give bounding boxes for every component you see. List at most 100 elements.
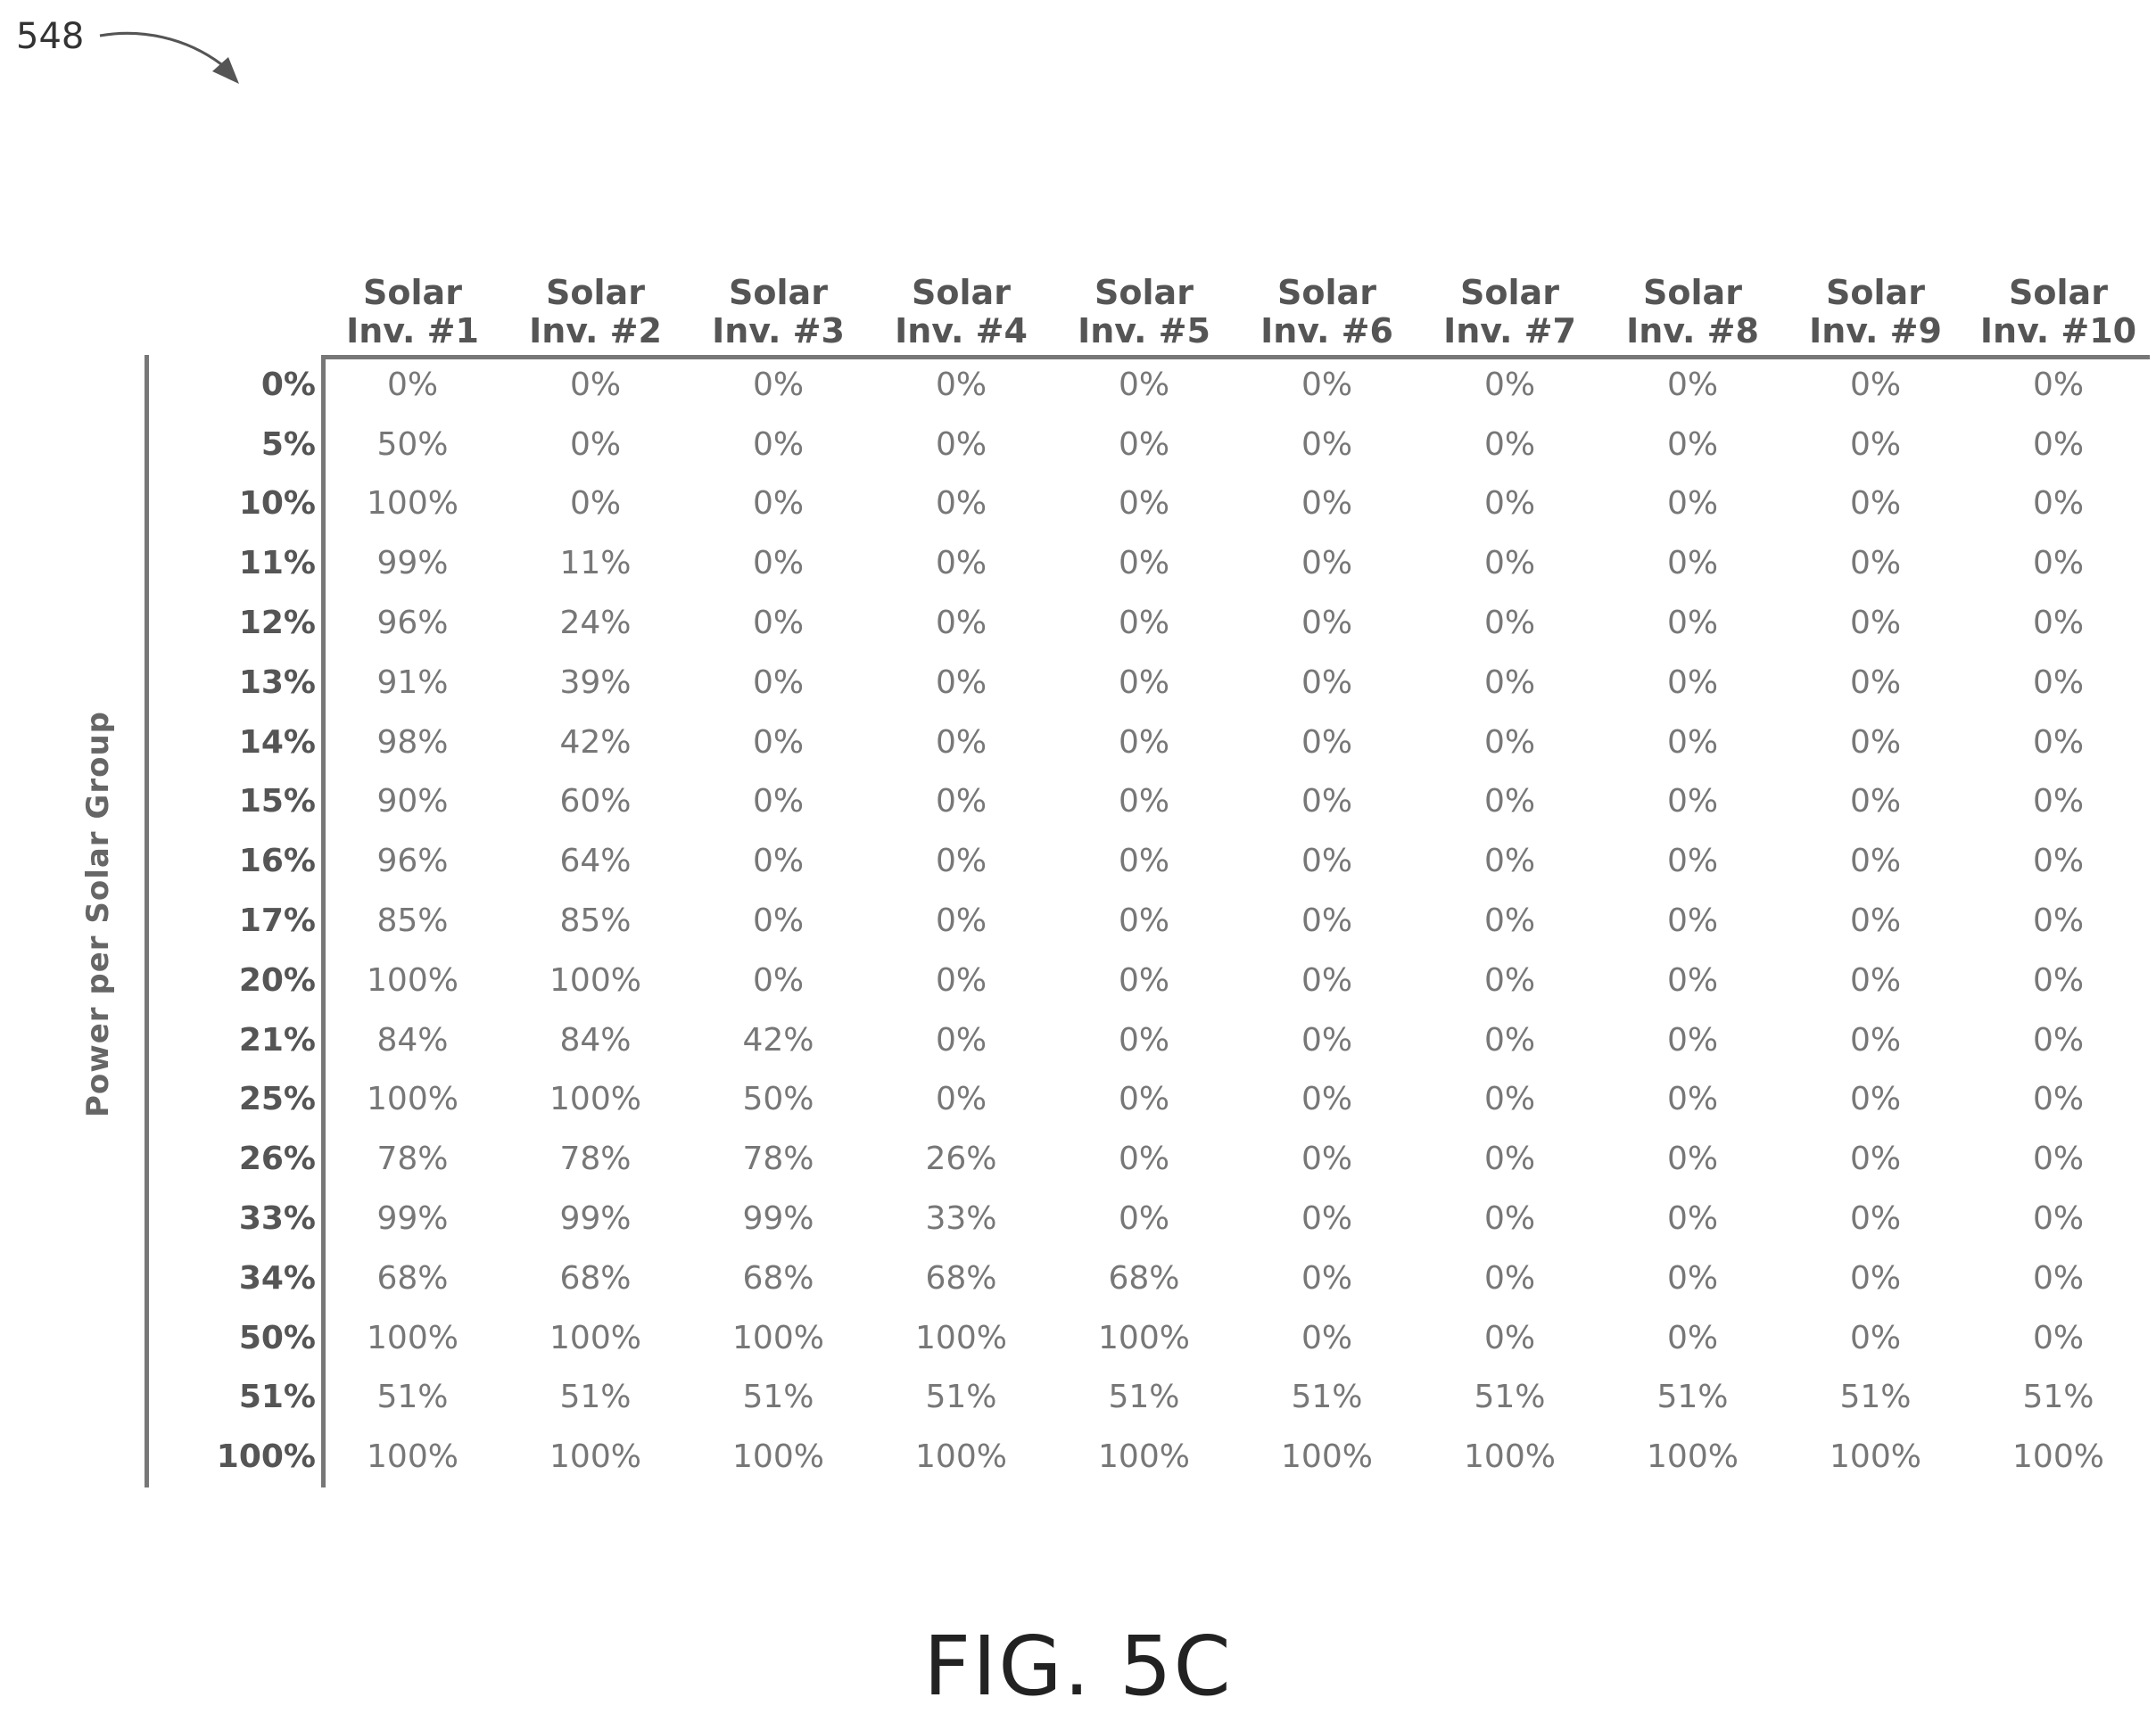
table-cell: 51% bbox=[1108, 1379, 1180, 1416]
table-cell: 51% bbox=[559, 1379, 632, 1416]
table-cell: 51% bbox=[2022, 1379, 2094, 1416]
column-header-line1: Solar bbox=[1460, 272, 1559, 312]
table-cell: 0% bbox=[935, 545, 987, 582]
table-cell: 0% bbox=[1301, 1200, 1353, 1238]
table-cell: 0% bbox=[1666, 1259, 1719, 1297]
row-label: 11% bbox=[238, 545, 316, 582]
table-cell: 100% bbox=[915, 1319, 1007, 1356]
table-cell: 0% bbox=[1849, 605, 1902, 642]
table-cell: 0% bbox=[1118, 723, 1170, 761]
table-cell: 0% bbox=[2032, 663, 2085, 701]
row-label: 12% bbox=[238, 605, 316, 642]
row-label: 0% bbox=[260, 366, 316, 403]
table-row: 14% 98% 42% 0% 0% 0% 0% 0% 0% 0% 0% bbox=[161, 713, 2150, 772]
table-cell: 0% bbox=[1301, 425, 1353, 463]
table-cell: 78% bbox=[742, 1141, 814, 1178]
column-header: Solar Inv. #7 bbox=[1418, 232, 1601, 355]
table-cell: 51% bbox=[1291, 1379, 1363, 1416]
table-row: 50% 100% 100% 100% 100% 100% 0% 0% 0% 0% 0% bbox=[161, 1308, 2150, 1368]
table-cell: 0% bbox=[569, 425, 622, 463]
table-cell: 0% bbox=[1483, 961, 1536, 999]
row-label: 15% bbox=[238, 783, 316, 820]
table-cell: 64% bbox=[559, 843, 632, 880]
column-header-line2: Inv. #3 bbox=[712, 311, 845, 351]
table-row: 0% 0% 0% 0% 0% 0% 0% 0% 0% 0% 0% bbox=[161, 355, 2150, 415]
reference-number: 548 bbox=[16, 16, 85, 57]
table-cell: 0% bbox=[2032, 1081, 2085, 1118]
table-cell: 85% bbox=[559, 902, 632, 940]
table-cell: 100% bbox=[1098, 1319, 1190, 1356]
column-header-line2: Inv. #9 bbox=[1809, 311, 1942, 351]
table-cell: 0% bbox=[1118, 1141, 1170, 1178]
row-label: 34% bbox=[238, 1259, 316, 1297]
table-body: 0% 0% 0% 0% 0% 0% 0% 0% 0% 0% 0% 5% 50% 0% 0% 0% 0% 0% 0% 0… bbox=[161, 355, 2150, 1487]
table-cell: 0% bbox=[569, 366, 622, 403]
table-cell: 100% bbox=[1830, 1438, 1921, 1476]
column-header-line1: Solar bbox=[546, 272, 645, 312]
table-cell: 0% bbox=[1666, 783, 1719, 820]
table-cell: 0% bbox=[1301, 663, 1353, 701]
table-cell: 0% bbox=[1666, 902, 1719, 940]
column-header-line2: Inv. #2 bbox=[529, 311, 662, 351]
table-cell: 0% bbox=[1301, 961, 1353, 999]
table-cell: 99% bbox=[559, 1200, 632, 1238]
table-cell: 0% bbox=[1483, 1141, 1536, 1178]
table-cell: 51% bbox=[742, 1379, 814, 1416]
table-left-border bbox=[321, 355, 326, 1487]
table-row: 25% 100% 100% 50% 0% 0% 0% 0% 0% 0% 0% bbox=[161, 1070, 2150, 1130]
table-cell: 68% bbox=[1108, 1259, 1180, 1297]
table-cell: 0% bbox=[1301, 485, 1353, 523]
table-cell: 68% bbox=[742, 1259, 814, 1297]
table-row: 26% 78% 78% 78% 26% 0% 0% 0% 0% 0% 0% bbox=[161, 1129, 2150, 1189]
table-cell: 0% bbox=[1849, 723, 1902, 761]
table-cell: 78% bbox=[376, 1141, 449, 1178]
column-header-line2: Inv. #10 bbox=[1979, 311, 2137, 351]
table-cell: 100% bbox=[367, 1081, 458, 1118]
row-label: 51% bbox=[238, 1379, 316, 1416]
table-cell: 0% bbox=[1666, 1200, 1719, 1238]
table-cell: 0% bbox=[2032, 1200, 2085, 1238]
table-cell: 100% bbox=[1098, 1438, 1190, 1476]
table-cell: 0% bbox=[1118, 605, 1170, 642]
table-row: 12% 96% 24% 0% 0% 0% 0% 0% 0% 0% 0% bbox=[161, 593, 2150, 653]
table-cell: 0% bbox=[1301, 843, 1353, 880]
row-label: 21% bbox=[238, 1021, 316, 1059]
table-cell: 96% bbox=[376, 605, 449, 642]
table-cell: 60% bbox=[559, 783, 632, 820]
table-cell: 96% bbox=[376, 843, 449, 880]
table-cell: 0% bbox=[752, 605, 805, 642]
table-cell: 0% bbox=[1483, 1319, 1536, 1356]
table-cell: 0% bbox=[1666, 843, 1719, 880]
table-cell: 100% bbox=[1281, 1438, 1373, 1476]
table-cell: 0% bbox=[1483, 902, 1536, 940]
table-cell: 11% bbox=[559, 545, 632, 582]
table-cell: 0% bbox=[1849, 902, 1902, 940]
row-label: 50% bbox=[238, 1319, 316, 1356]
table-cell: 0% bbox=[1849, 663, 1902, 701]
column-header-line2: Inv. #7 bbox=[1443, 311, 1576, 351]
table-row: 5% 50% 0% 0% 0% 0% 0% 0% 0% 0% 0% bbox=[161, 415, 2150, 474]
column-header-line2: Inv. #1 bbox=[346, 311, 479, 351]
table-cell: 0% bbox=[1849, 545, 1902, 582]
table-row: 34% 68% 68% 68% 68% 68% 0% 0% 0% 0% 0% bbox=[161, 1248, 2150, 1308]
table-cell: 84% bbox=[376, 1021, 449, 1059]
table-cell: 0% bbox=[935, 485, 987, 523]
table-corner bbox=[161, 232, 321, 355]
table-cell: 0% bbox=[1666, 1021, 1719, 1059]
table-cell: 0% bbox=[2032, 902, 2085, 940]
table-cell: 0% bbox=[935, 366, 987, 403]
column-header-line2: Inv. #4 bbox=[895, 311, 1028, 351]
table-row: 100% 100% 100% 100% 100% 100% 100% 100% 100% 100%… bbox=[161, 1427, 2150, 1487]
table-cell: 0% bbox=[1849, 1021, 1902, 1059]
table-cell: 0% bbox=[1849, 1141, 1902, 1178]
table-cell: 51% bbox=[1474, 1379, 1546, 1416]
table-cell: 0% bbox=[1666, 663, 1719, 701]
column-header: Solar Inv. #1 bbox=[321, 232, 504, 355]
table-cell: 90% bbox=[376, 783, 449, 820]
table-cell: 0% bbox=[1483, 545, 1536, 582]
table-cell: 0% bbox=[2032, 366, 2085, 403]
table-cell: 0% bbox=[2032, 783, 2085, 820]
row-label: 5% bbox=[260, 425, 316, 463]
table-cell: 0% bbox=[1301, 605, 1353, 642]
table-cell: 0% bbox=[752, 425, 805, 463]
